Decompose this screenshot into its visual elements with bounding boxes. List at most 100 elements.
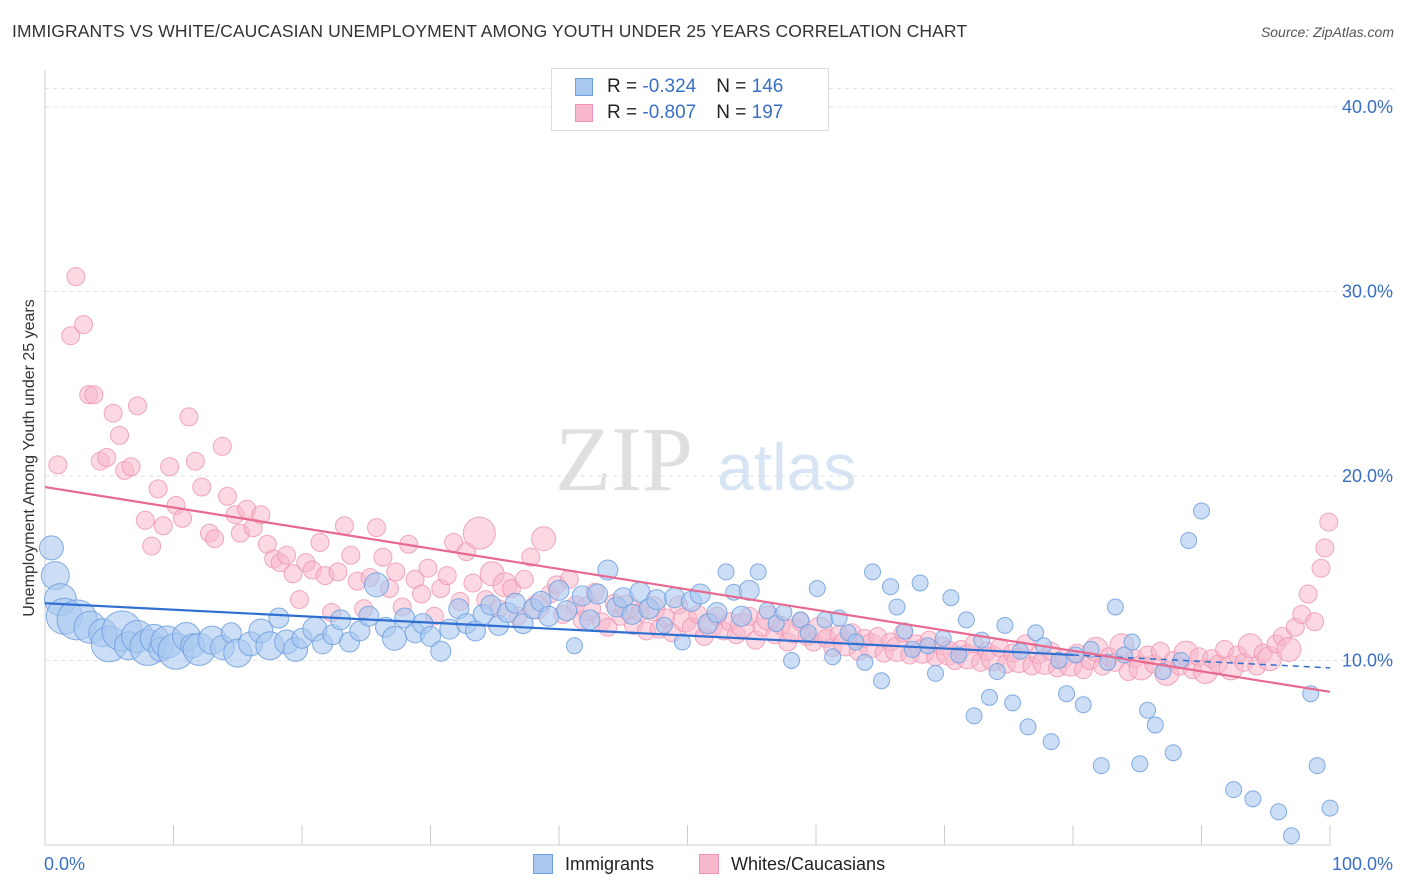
whites-point	[373, 547, 393, 567]
immigrants-point	[965, 707, 983, 725]
immigrants-point	[996, 616, 1014, 634]
whites-point	[367, 518, 387, 538]
r-label: R =	[607, 76, 643, 97]
watermark: ZIP atlas	[555, 408, 856, 510]
whites-point	[84, 385, 104, 405]
immigrants-point	[1321, 799, 1339, 817]
immigrants-point	[1282, 827, 1300, 845]
immigrants-point	[268, 607, 290, 629]
watermark-zip: ZIP	[555, 408, 693, 510]
immigrants-point	[420, 625, 441, 647]
immigrants-point	[1225, 781, 1243, 799]
immigrants-point	[988, 663, 1006, 681]
immigrants-point	[1123, 633, 1141, 651]
y-tick-label: 40.0%	[1342, 97, 1393, 117]
whites-point	[334, 516, 354, 536]
immigrants-legend-label: Immigrants	[565, 853, 655, 874]
immigrants-point	[1019, 718, 1037, 736]
immigrants-point	[504, 592, 526, 614]
immigrants-point	[1099, 653, 1117, 671]
immigrants-point	[919, 637, 937, 655]
immigrants-point	[847, 633, 865, 651]
immigrants-point	[873, 672, 891, 690]
whites-legend-swatch	[699, 854, 719, 874]
x-tick-label: 0.0%	[44, 854, 85, 874]
whites-point	[217, 486, 237, 506]
immigrants-point	[330, 609, 352, 631]
immigrants-trend-line	[44, 602, 1074, 657]
immigrants-point	[1244, 790, 1262, 808]
immigrants-point	[808, 580, 826, 598]
whites-trend-line	[44, 485, 1331, 693]
immigrants-point	[856, 653, 874, 671]
whites-point	[412, 584, 432, 604]
immigrants-point	[1146, 716, 1164, 734]
whites-point	[128, 396, 148, 416]
chart-title: IMMIGRANTS VS WHITE/CAUCASIAN UNEMPLOYME…	[12, 21, 968, 41]
whites-point	[103, 403, 123, 423]
immigrants-point	[783, 651, 801, 669]
immigrants-point	[1058, 685, 1076, 703]
whites-point	[142, 536, 162, 556]
immigrants-point	[864, 563, 882, 581]
whites-point	[418, 558, 438, 578]
whites-point	[521, 547, 541, 567]
whites-point	[277, 545, 297, 565]
immigrants-point	[1092, 757, 1110, 775]
immigrants-point	[1270, 803, 1288, 821]
whites-point	[66, 267, 86, 287]
trend-lines	[44, 485, 1331, 693]
whites-point	[462, 516, 496, 550]
immigrants-point	[556, 600, 578, 622]
whites-point	[1319, 512, 1339, 532]
n-value-whites: 197	[751, 102, 784, 123]
whites-point	[205, 529, 225, 549]
immigrants-point	[1139, 701, 1157, 719]
immigrants-point	[587, 583, 609, 605]
whites-point	[531, 526, 557, 552]
immigrants-point	[358, 605, 380, 627]
axes	[44, 70, 1331, 846]
immigrants-point	[1180, 532, 1198, 550]
legend-item-whites[interactable]: Whites/Caucasians	[699, 851, 885, 877]
immigrants-point	[1004, 694, 1022, 712]
immigrants-point	[655, 616, 673, 634]
whites-point	[463, 573, 483, 593]
whites-point	[148, 479, 168, 499]
n-label: N =	[716, 76, 752, 97]
whites-point	[172, 508, 192, 528]
immigrants-point	[382, 625, 408, 651]
whites-point	[192, 477, 212, 497]
immigrants-point	[565, 637, 583, 655]
immigrants-point	[1164, 744, 1182, 762]
immigrants-point	[942, 589, 960, 607]
immigrants-trend-extension	[1072, 654, 1331, 669]
whites-point	[1298, 584, 1318, 604]
watermark-atlas: atlas	[717, 430, 856, 504]
immigrants-point	[730, 605, 752, 627]
y-tick-label: 30.0%	[1342, 281, 1393, 301]
whites-points	[48, 267, 1339, 686]
whites-point	[212, 436, 232, 456]
r-value-whites: -0.807	[642, 102, 697, 123]
immigrants-point	[1106, 598, 1124, 616]
x-tick-label: 100.0%	[1332, 854, 1393, 874]
whites-legend-label: Whites/Caucasians	[731, 853, 886, 874]
immigrants-point	[673, 633, 691, 651]
immigrants-point	[816, 611, 834, 629]
whites-point	[310, 532, 330, 552]
whites-point	[1150, 641, 1170, 661]
whites-point	[61, 326, 81, 346]
legend-item-immigrants[interactable]: Immigrants	[533, 851, 654, 877]
immigrants-point	[799, 624, 817, 642]
whites-point	[153, 516, 173, 536]
immigrants-point	[548, 579, 570, 601]
correlation-legend: R = -0.324 N = 146 R = -0.807 N = 197	[551, 68, 829, 131]
whites-point	[121, 457, 141, 477]
immigrants-point	[950, 646, 968, 664]
n-label: N =	[716, 102, 752, 123]
legend-row-immigrants: R = -0.324 N = 146	[552, 74, 783, 100]
immigrants-point	[882, 578, 900, 596]
immigrants-point	[911, 574, 929, 592]
whites-point	[160, 457, 180, 477]
